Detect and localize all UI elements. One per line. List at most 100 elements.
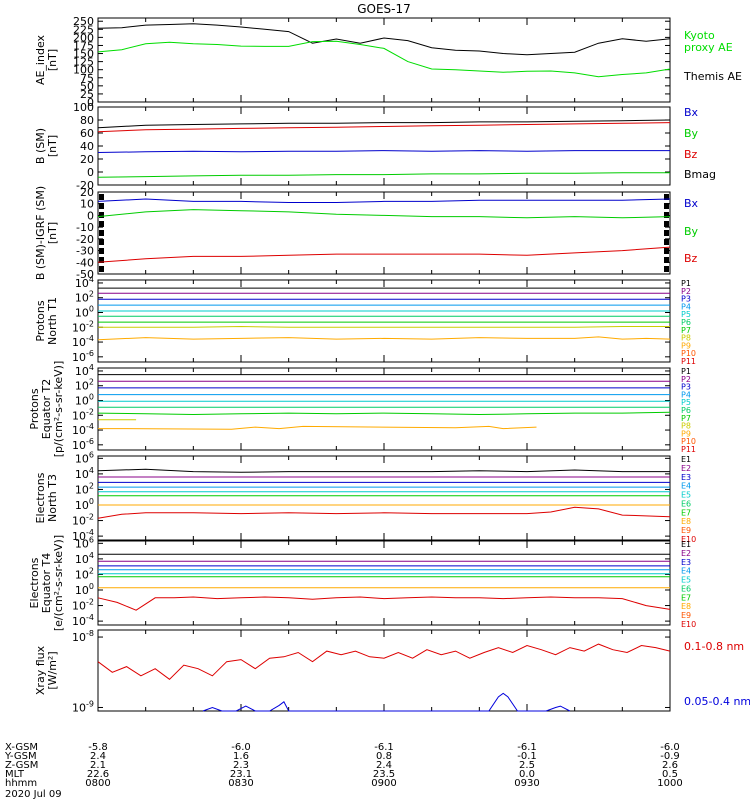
y-tick-label: 102 (75, 290, 94, 305)
y-tick-label: 10-6 (72, 349, 94, 364)
legend-label: 0.05-0.4 nm (684, 695, 750, 708)
flag-marker (664, 203, 669, 209)
y-tick-label: 60 (80, 127, 94, 140)
y-tick-label: 10-4 (72, 334, 94, 349)
y-tick-label: 10-6 (72, 437, 94, 452)
flag-marker (664, 257, 669, 263)
flag-marker (664, 230, 669, 236)
series-kyoto-proxy-ae-line (97, 40, 671, 78)
panel-6-frame (97, 455, 671, 541)
y-tick-label: 250 (73, 15, 94, 28)
y-tick-label: 0 (87, 96, 94, 109)
y-tick-label: 102 (75, 378, 94, 393)
panel-1-frame (97, 17, 671, 103)
flag-marker (664, 266, 669, 272)
legend-label: proxy AE (684, 41, 733, 54)
footer-value: 2.6 (662, 760, 678, 771)
footer-row-label: X-GSM (5, 742, 38, 753)
footer-value: 0900 (371, 778, 396, 789)
series-e8-line (97, 506, 671, 519)
footer-value: 0830 (228, 778, 253, 789)
legend-label: P1 (681, 367, 691, 376)
y-tick-label: 10-4 (72, 528, 94, 543)
footer-value: -6.1 (374, 742, 394, 753)
legend-label: Bx (684, 197, 699, 210)
y-axis-label: Xray flux [W/m²] (34, 645, 59, 695)
footer-value: 2.4 (376, 760, 392, 771)
y-tick-label: 100 (75, 497, 94, 512)
series-by-line (97, 172, 670, 178)
footer-value: 2.5 (519, 760, 535, 771)
y-axis-label-line: [p/(cm²-s-sr-keV)] (52, 361, 65, 458)
series-bz-line (97, 246, 671, 263)
series-p7-line (97, 411, 671, 416)
y-tick-label: 200 (73, 31, 94, 44)
y-tick-label: 102 (75, 481, 94, 496)
y-tick-label: 175 (73, 39, 94, 52)
series-0-1-0-8-nm-line (97, 643, 671, 680)
footer-value: 0.8 (376, 751, 392, 762)
y-tick-label: 106 (75, 450, 94, 465)
y-tick-label: -40 (76, 256, 94, 269)
footer-row-label: 2020 Jul 09 (5, 789, 62, 800)
footer-value: -0.9 (660, 751, 680, 762)
legend-label: P7 (681, 326, 691, 335)
y-tick-label: 10-2 (72, 598, 94, 613)
flag-marker (664, 221, 669, 227)
y-tick-label: 20 (80, 186, 94, 199)
legend-label: E1 (681, 455, 691, 464)
y-axis-label-line: [nT] (46, 222, 59, 244)
y-axis-label: B (SM)-IGRF (SM) [nT] (34, 186, 59, 280)
legend-label: E1 (681, 540, 691, 549)
legend-label: P6 (681, 318, 691, 327)
footer-row-label: Z-GSM (5, 760, 38, 771)
y-tick-label: 10-9 (72, 699, 94, 714)
legend-label: E8 (681, 517, 691, 526)
y-tick-label: 75 (80, 72, 94, 85)
y-axis-label-line: Xray flux (34, 645, 47, 695)
footer-value: 22.6 (87, 769, 109, 780)
series-0-05-0-4-nm-line (202, 692, 571, 712)
footer-row-label: MLT (5, 769, 25, 780)
y-tick-label: -20 (76, 233, 94, 246)
legend-label: E2 (681, 549, 691, 558)
y-tick-label: 0 (87, 166, 94, 179)
legend-label: P11 (681, 445, 696, 454)
footer-value: 2.4 (90, 751, 106, 762)
panel-4-frame (97, 279, 671, 363)
footer-value: 23.1 (230, 769, 252, 780)
panel-5-frame (97, 367, 671, 451)
series-e1-line (97, 468, 670, 473)
y-tick-label: 225 (73, 23, 94, 36)
series-bx-line (97, 198, 671, 203)
y-axis-label-line: Electrons (28, 557, 41, 608)
y-tick-label: 80 (80, 114, 94, 127)
y-axis-label-line: [nT] (46, 49, 59, 71)
series-e8-line (97, 596, 671, 611)
legend-label: P3 (681, 295, 691, 304)
y-tick-label: 100 (73, 101, 94, 114)
flag-marker (99, 248, 104, 254)
footer-row-label: hhmm (5, 778, 37, 789)
y-tick-label: -50 (76, 268, 94, 281)
y-tick-label: 10 (80, 198, 94, 211)
series-p9-line (97, 336, 671, 341)
legend-label: 0.1-0.8 nm (684, 640, 744, 653)
legend-label: P10 (681, 349, 696, 358)
y-axis-label-line: AE_index (34, 34, 47, 85)
legend-label: P1 (681, 279, 691, 288)
legend-label: E5 (681, 491, 691, 500)
legend-label: P10 (681, 437, 696, 446)
footer-row-label: Y-GSM (4, 751, 37, 762)
legend-label: E8 (681, 602, 691, 611)
y-tick-label: 10-8 (72, 629, 94, 644)
footer-value: 2.1 (90, 760, 106, 771)
y-axis-label-line: Protons (34, 300, 47, 341)
legend-label: E2 (681, 464, 691, 473)
y-tick-label: -30 (76, 245, 94, 258)
flag-marker (99, 212, 104, 218)
flag-marker (99, 239, 104, 245)
footer-value: 1.6 (233, 751, 249, 762)
y-axis-label-line: Protons (28, 388, 41, 429)
flag-marker (664, 239, 669, 245)
